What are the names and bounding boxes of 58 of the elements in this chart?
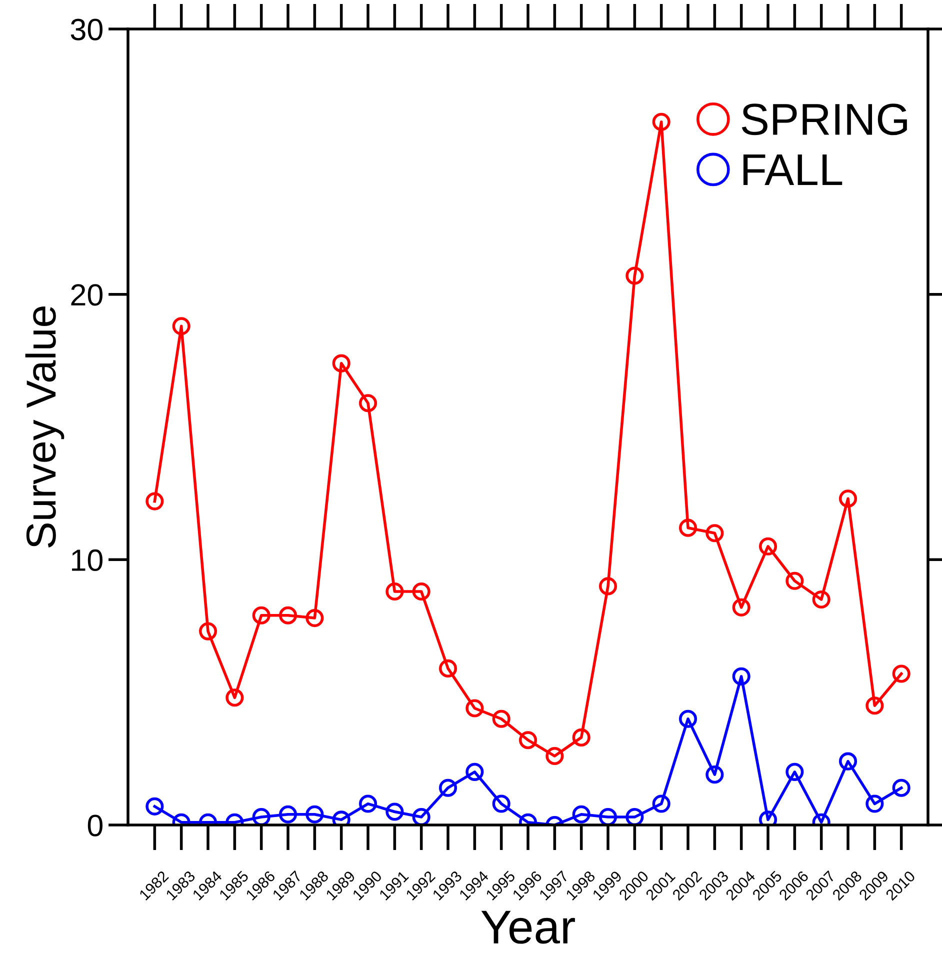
point: [358, 794, 378, 813]
point: [306, 609, 324, 628]
point: [892, 664, 910, 683]
point: [386, 582, 404, 601]
point: [198, 622, 218, 640]
point: [572, 728, 590, 746]
point: [466, 699, 484, 718]
point: [598, 577, 618, 596]
y-tick-label: 0: [88, 814, 102, 836]
legend-label: FALL: [743, 154, 842, 186]
point: [492, 794, 510, 813]
point: [652, 794, 670, 813]
y-tick-label: 10: [72, 549, 103, 572]
point: [438, 778, 458, 797]
y-tick-label: 30: [70, 18, 103, 40]
point: [572, 805, 590, 824]
point: [626, 266, 644, 285]
point: [412, 582, 430, 601]
point: [706, 524, 724, 542]
point: [812, 590, 830, 608]
point: [546, 746, 564, 766]
point: [758, 537, 778, 556]
point: [438, 659, 458, 678]
point: [732, 667, 750, 686]
point: [146, 797, 164, 816]
point: [252, 606, 270, 624]
point: [412, 808, 430, 825]
point: [626, 808, 644, 825]
point: [518, 731, 538, 750]
point: [306, 805, 324, 824]
point: [786, 572, 804, 590]
point: [386, 802, 404, 821]
legend-label: SPRING: [742, 104, 907, 136]
point: [598, 808, 618, 825]
point: [786, 762, 804, 781]
point: [866, 794, 884, 813]
y-axis-title: Survey Value: [25, 306, 64, 548]
point: [252, 808, 270, 825]
point: [172, 317, 190, 336]
point: [278, 606, 298, 624]
y-tick-label: 20: [71, 284, 103, 306]
point: [278, 805, 298, 824]
point: [492, 710, 510, 728]
point: [732, 598, 750, 616]
point: [146, 492, 164, 510]
point: [678, 710, 698, 728]
point: [892, 778, 910, 797]
point: [838, 490, 858, 508]
point: [358, 394, 378, 412]
point: [678, 518, 698, 537]
x-axis-title: Year: [481, 910, 575, 944]
point: [332, 354, 350, 372]
point: [226, 688, 244, 707]
point: [652, 112, 670, 131]
point: [706, 766, 724, 784]
point: [466, 762, 484, 781]
point: [838, 752, 858, 770]
point: [866, 696, 884, 715]
